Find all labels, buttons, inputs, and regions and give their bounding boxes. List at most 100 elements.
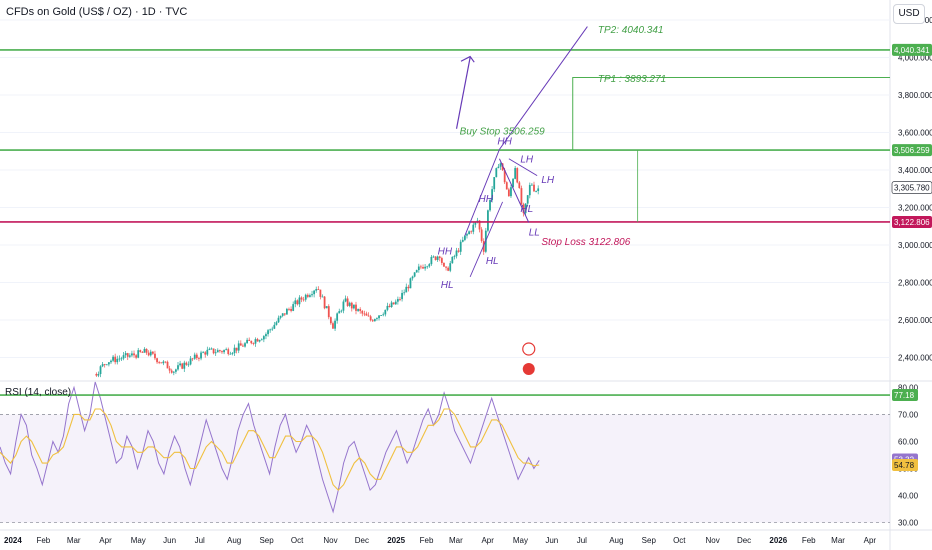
candle-body	[447, 267, 450, 271]
candle-body	[290, 308, 292, 311]
annotation-label: LH	[520, 155, 534, 166]
annotation-label: HL	[486, 256, 499, 267]
candle-body	[426, 266, 429, 268]
candle-body	[413, 272, 416, 277]
candle-body	[128, 355, 131, 357]
candle-body	[231, 353, 234, 354]
rsi-label: RSI (14, close)	[5, 387, 72, 398]
candle-body	[493, 177, 496, 190]
candle-body	[154, 353, 156, 359]
candle-body	[101, 364, 104, 367]
y-tick-label: 2,600.000	[898, 316, 932, 325]
candle-body	[195, 354, 198, 359]
candle-body	[455, 250, 458, 257]
candle-body	[252, 343, 255, 345]
y-tick-label: 3,000.000	[898, 241, 932, 250]
candle-body	[244, 343, 246, 347]
candle-body	[107, 362, 110, 365]
x-tick-label: Apr	[864, 536, 877, 545]
x-tick-label: Jun	[545, 536, 558, 545]
trend-line	[469, 201, 504, 278]
candle-body	[363, 313, 366, 315]
candle-body	[229, 353, 232, 355]
x-tick-label: Sep	[259, 536, 274, 545]
candle-body	[434, 256, 437, 260]
candle-body	[531, 184, 533, 186]
candle-body	[256, 339, 259, 342]
candle-body	[407, 286, 410, 289]
x-tick-label: 2026	[769, 536, 787, 545]
candle-body	[514, 168, 517, 179]
event-icon	[522, 342, 536, 356]
x-tick-label: Mar	[449, 536, 463, 545]
candle-body	[373, 319, 376, 322]
candle-body	[451, 256, 454, 264]
candle-body	[401, 292, 403, 300]
candle-body	[200, 352, 202, 359]
candle-body	[461, 239, 464, 242]
currency-button[interactable]: USD	[893, 4, 925, 24]
candle-body	[254, 339, 257, 344]
candle-body	[332, 323, 334, 329]
candle-body	[124, 353, 127, 356]
level-tag-label: 4,040.341	[894, 46, 930, 55]
rsi-level-tag-label: 77.18	[894, 391, 915, 400]
candle-body	[535, 191, 537, 192]
candle-body	[275, 322, 278, 325]
candle-body	[95, 373, 98, 376]
candle-body	[384, 309, 387, 315]
annotation-label: Buy Stop 3506.259	[460, 126, 546, 137]
candle-body	[147, 352, 150, 356]
candle-body	[329, 317, 332, 324]
candle-body	[304, 294, 307, 300]
candle-body	[300, 297, 303, 300]
candle-body	[183, 362, 186, 369]
candle-body	[399, 299, 401, 300]
annotation-label: LL	[529, 228, 540, 239]
candle-body	[512, 178, 514, 188]
candle-body	[285, 308, 288, 315]
candle-body	[507, 189, 510, 197]
candle-body	[449, 263, 452, 271]
candle-body	[524, 203, 527, 214]
annotation-label: TP2: 4040.341	[598, 25, 664, 36]
candle-body	[298, 297, 301, 305]
candle-body	[105, 364, 108, 366]
candle-body	[313, 290, 316, 295]
candle-body	[522, 204, 525, 214]
candle-body	[118, 358, 121, 360]
candle-body	[177, 365, 179, 370]
y-tick-label: 3,800.000	[898, 91, 932, 100]
annotation-label: HH	[497, 137, 512, 148]
candle-body	[405, 286, 408, 293]
candle-body	[260, 339, 263, 341]
annotation-label: TP1 : 3893.271	[598, 74, 666, 85]
x-tick-label: Feb	[420, 536, 434, 545]
level-tag	[892, 43, 932, 56]
y-tick-label: 3,400.000	[898, 166, 932, 175]
candle-body	[409, 278, 412, 289]
candle-body	[131, 353, 133, 356]
x-tick-label: Jul	[195, 536, 205, 545]
rsi-tick-label: 40.00	[898, 492, 919, 501]
candle-body	[432, 256, 435, 258]
candle-body	[267, 330, 269, 335]
candle-body	[472, 224, 475, 232]
annotation-label: HL	[441, 280, 454, 291]
x-tick-label: Nov	[323, 536, 337, 545]
candle-body	[97, 374, 100, 376]
candle-body	[112, 356, 114, 361]
candle-body	[160, 362, 163, 364]
x-tick-label: Sep	[642, 536, 657, 545]
x-tick-label: Dec	[355, 536, 369, 545]
candle-body	[378, 315, 380, 319]
level-tag	[891, 181, 932, 194]
candle-body	[204, 352, 207, 355]
candle-body	[187, 364, 190, 366]
candle-body	[168, 368, 171, 371]
candle-body	[371, 320, 374, 322]
candle-body	[198, 358, 200, 359]
candle-body	[214, 352, 217, 354]
up-arrow-head	[460, 55, 475, 63]
